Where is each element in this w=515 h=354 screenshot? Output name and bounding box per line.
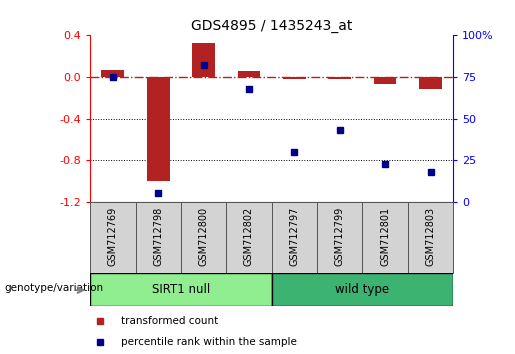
Text: GSM712802: GSM712802 bbox=[244, 207, 254, 266]
Text: GSM712801: GSM712801 bbox=[380, 207, 390, 266]
Bar bbox=[226, 202, 272, 273]
Bar bbox=[317, 202, 363, 273]
Text: GSM712799: GSM712799 bbox=[335, 207, 345, 266]
Bar bbox=[419, 77, 442, 90]
Bar bbox=[272, 202, 317, 273]
Text: GSM712798: GSM712798 bbox=[153, 207, 163, 266]
Bar bbox=[363, 202, 408, 273]
Text: wild type: wild type bbox=[335, 283, 389, 296]
Bar bbox=[272, 273, 453, 306]
Bar bbox=[374, 77, 397, 84]
Bar bbox=[135, 202, 181, 273]
Bar bbox=[147, 77, 169, 181]
Bar bbox=[283, 77, 306, 79]
Bar bbox=[101, 70, 124, 77]
Text: SIRT1 null: SIRT1 null bbox=[152, 283, 210, 296]
Bar bbox=[90, 202, 135, 273]
Bar bbox=[408, 202, 453, 273]
Bar bbox=[192, 43, 215, 77]
Bar bbox=[329, 77, 351, 79]
Text: transformed count: transformed count bbox=[121, 315, 218, 326]
Bar bbox=[181, 202, 226, 273]
Text: genotype/variation: genotype/variation bbox=[5, 283, 104, 293]
Title: GDS4895 / 1435243_at: GDS4895 / 1435243_at bbox=[191, 19, 352, 33]
Text: GSM712769: GSM712769 bbox=[108, 207, 118, 266]
Text: percentile rank within the sample: percentile rank within the sample bbox=[121, 337, 297, 347]
Bar bbox=[237, 71, 260, 77]
Bar bbox=[90, 273, 272, 306]
Text: GSM712800: GSM712800 bbox=[199, 207, 209, 266]
Text: GSM712797: GSM712797 bbox=[289, 207, 299, 266]
Text: GSM712803: GSM712803 bbox=[425, 207, 436, 266]
